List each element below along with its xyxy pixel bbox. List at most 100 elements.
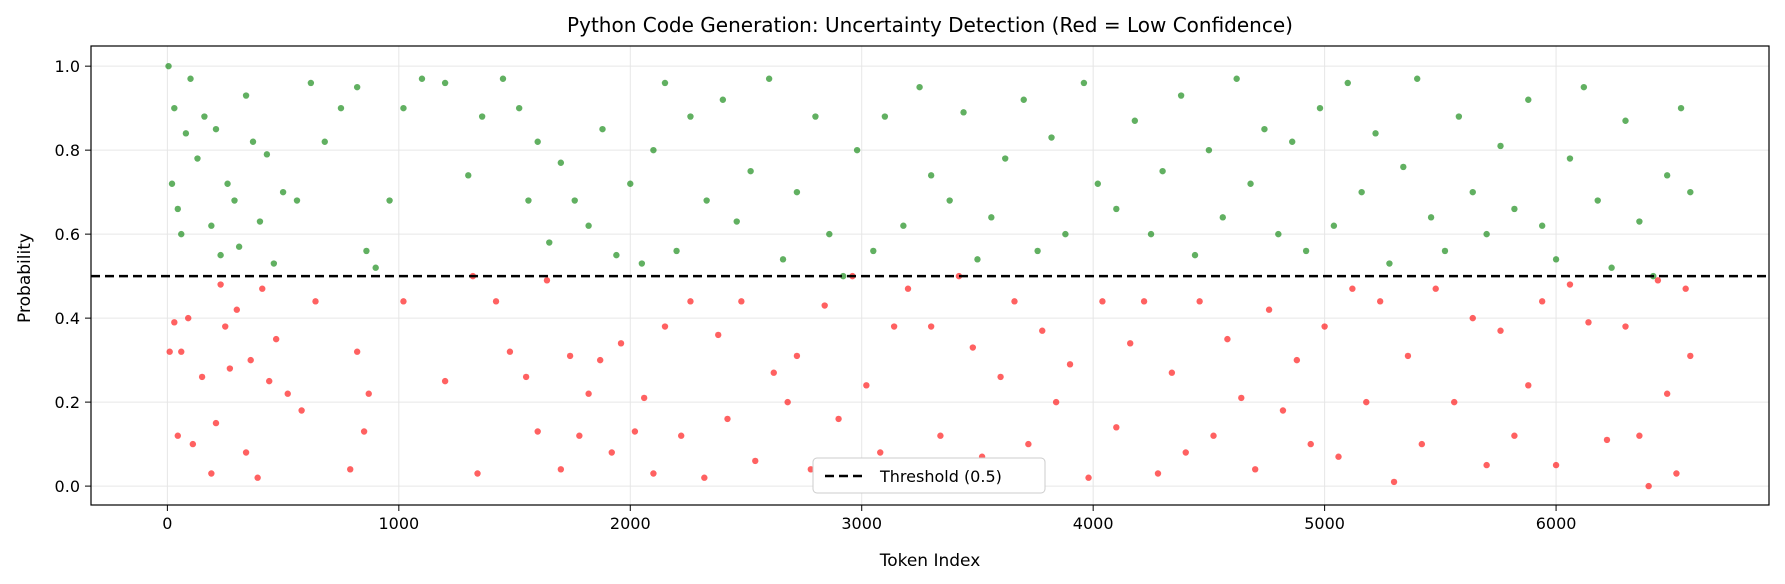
low-confidence-point: [631, 428, 639, 435]
low-confidence-point: [1293, 356, 1301, 364]
low-confidence-point: [1052, 398, 1060, 406]
low-confidence-point: [1404, 352, 1412, 360]
low-confidence-point: [189, 440, 197, 448]
plot-frame: [90, 45, 1770, 506]
low-confidence-point: [793, 352, 801, 360]
low-confidence-point: [1645, 482, 1652, 490]
low-confidence-point: [1196, 298, 1203, 305]
low-confidence-point: [1025, 440, 1032, 448]
high-confidence-point: [263, 151, 271, 158]
high-confidence-point: [1372, 130, 1379, 137]
high-confidence-point: [372, 264, 379, 271]
high-confidence-point: [194, 155, 201, 162]
low-confidence-point: [1483, 461, 1490, 469]
low-confidence-point: [226, 365, 234, 372]
high-confidence-point: [585, 222, 592, 229]
low-confidence-point: [1011, 298, 1018, 305]
high-confidence-point: [212, 125, 220, 133]
high-confidence-point: [534, 138, 541, 145]
low-confidence-point: [1525, 382, 1532, 389]
low-confidence-point: [650, 470, 657, 477]
low-confidence-point: [877, 449, 884, 456]
high-confidence-point: [279, 188, 287, 196]
low-confidence-point: [1552, 461, 1560, 469]
x-tick-label: 5000: [1304, 514, 1345, 533]
low-confidence-point: [1113, 424, 1120, 431]
high-confidence-point: [249, 138, 257, 145]
low-confidence-point: [770, 369, 777, 376]
low-confidence-point: [522, 373, 530, 381]
high-confidence-point: [650, 146, 657, 154]
low-confidence-point: [997, 373, 1004, 381]
low-confidence-point: [208, 470, 215, 477]
low-confidence-point: [266, 377, 273, 385]
low-confidence-point: [312, 298, 319, 305]
low-confidence-point: [1511, 432, 1518, 439]
high-confidence-point: [974, 256, 981, 263]
low-confidence-point: [1279, 407, 1287, 414]
high-confidence-point: [1566, 155, 1574, 162]
high-confidence-point: [1205, 146, 1213, 154]
legend-box: [812, 457, 1046, 494]
low-confidence-point: [1363, 398, 1370, 406]
low-confidence-point: [557, 466, 565, 473]
high-confidence-point: [321, 138, 328, 145]
high-confidence-point: [1302, 247, 1310, 255]
legend: Threshold (0.5): [812, 457, 1046, 494]
low-confidence-point: [284, 390, 291, 397]
low-confidence-point: [198, 373, 206, 381]
high-confidence-point: [1219, 214, 1226, 221]
low-confidence-point: [1168, 369, 1176, 376]
high-confidence-point: [1080, 79, 1088, 87]
y-tick-label: 0.6: [55, 225, 80, 244]
high-confidence-point: [988, 214, 995, 221]
high-confidence-point: [337, 104, 345, 112]
x-tick-label: 3000: [841, 514, 882, 533]
high-confidence-point: [1469, 188, 1476, 196]
high-confidence-point: [627, 180, 634, 187]
low-confidence-point: [298, 407, 305, 414]
low-confidence-point: [1390, 478, 1398, 486]
low-confidence-point: [217, 281, 224, 288]
high-confidence-point: [900, 222, 907, 229]
high-confidence-point: [256, 218, 264, 225]
legend-threshold-label: Threshold (0.5): [879, 467, 1002, 486]
high-confidence-point: [165, 62, 172, 70]
low-confidence-point: [715, 331, 722, 339]
low-confidence-point: [360, 428, 368, 435]
x-tick-label: 4000: [1073, 514, 1114, 533]
high-confidence-point: [1687, 188, 1694, 196]
high-confidence-point: [1511, 205, 1518, 213]
high-confidence-point: [1275, 230, 1282, 238]
high-confidence-point: [747, 167, 754, 175]
high-confidence-point: [1159, 167, 1166, 175]
high-confidence-point: [1636, 218, 1643, 225]
low-confidence-point: [904, 285, 912, 292]
low-confidence-point: [1349, 285, 1356, 292]
high-confidence-point: [1538, 222, 1546, 229]
low-confidence-point: [1566, 281, 1574, 288]
low-confidence-point: [821, 302, 828, 309]
high-confidence-point: [733, 218, 740, 225]
high-confidence-point: [1483, 230, 1490, 238]
low-confidence-point: [1682, 285, 1689, 292]
low-confidence-point: [171, 319, 178, 326]
low-confidence-point: [1224, 335, 1231, 343]
low-confidence-point: [752, 457, 759, 465]
high-confidence-point: [478, 113, 486, 120]
high-confidence-point: [1002, 155, 1009, 162]
low-confidence-point: [1182, 449, 1189, 456]
low-confidence-point: [353, 348, 361, 355]
low-confidence-point: [1085, 474, 1092, 481]
high-confidence-point: [231, 197, 238, 204]
low-confidence-point: [492, 298, 500, 305]
low-confidence-point: [1636, 432, 1643, 439]
high-confidence-point: [1330, 222, 1338, 229]
low-confidence-point: [640, 394, 648, 402]
low-confidence-point: [400, 298, 407, 305]
x-tick-label: 2000: [610, 514, 651, 533]
high-confidence-point: [1525, 96, 1532, 103]
high-confidence-point: [270, 260, 278, 267]
high-confidence-point: [499, 75, 507, 82]
